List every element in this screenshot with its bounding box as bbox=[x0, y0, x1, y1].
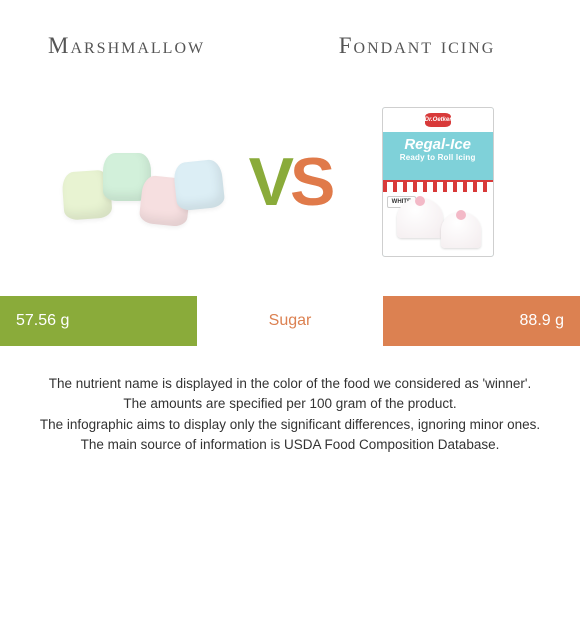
box-subtitle: Ready to Roll Icing bbox=[383, 153, 493, 162]
titles-row: Marshmallow Fondant icing bbox=[0, 0, 580, 80]
box-brand: Regal-Ice bbox=[383, 136, 493, 153]
note-line-4: The main source of information is USDA F… bbox=[20, 435, 560, 455]
left-image bbox=[36, 98, 249, 266]
footer-notes: The nutrient name is displayed in the co… bbox=[0, 346, 580, 455]
marshmallow-icon bbox=[57, 127, 227, 237]
note-line-1: The nutrient name is displayed in the co… bbox=[20, 374, 560, 394]
bar-right: 88.9 g bbox=[383, 296, 580, 346]
nutrient-label: Sugar bbox=[261, 312, 320, 330]
note-line-2: The amounts are specified per 100 gram o… bbox=[20, 394, 560, 414]
bar-left: 57.56 g bbox=[0, 296, 197, 346]
box-logo: Dr.Oetker bbox=[425, 113, 451, 127]
images-row: VS Dr.Oetker Regal-Ice Ready to Roll Ici… bbox=[0, 80, 580, 290]
vs-label: VS bbox=[249, 143, 332, 221]
vs-v: V bbox=[249, 143, 290, 221]
title-right: Fondant icing bbox=[294, 32, 540, 61]
fondant-box-icon: Dr.Oetker Regal-Ice Ready to Roll Icing … bbox=[382, 107, 494, 257]
bar-right-value: 88.9 g bbox=[520, 312, 564, 330]
bar-left-value: 57.56 g bbox=[16, 312, 69, 330]
note-line-3: The infographic aims to display only the… bbox=[20, 415, 560, 435]
title-left: Marshmallow bbox=[40, 33, 294, 59]
vs-s: S bbox=[290, 143, 331, 221]
comparison-bar: 57.56 g 88.9 g Sugar bbox=[0, 296, 580, 346]
right-image: Dr.Oetker Regal-Ice Ready to Roll Icing … bbox=[331, 98, 544, 266]
